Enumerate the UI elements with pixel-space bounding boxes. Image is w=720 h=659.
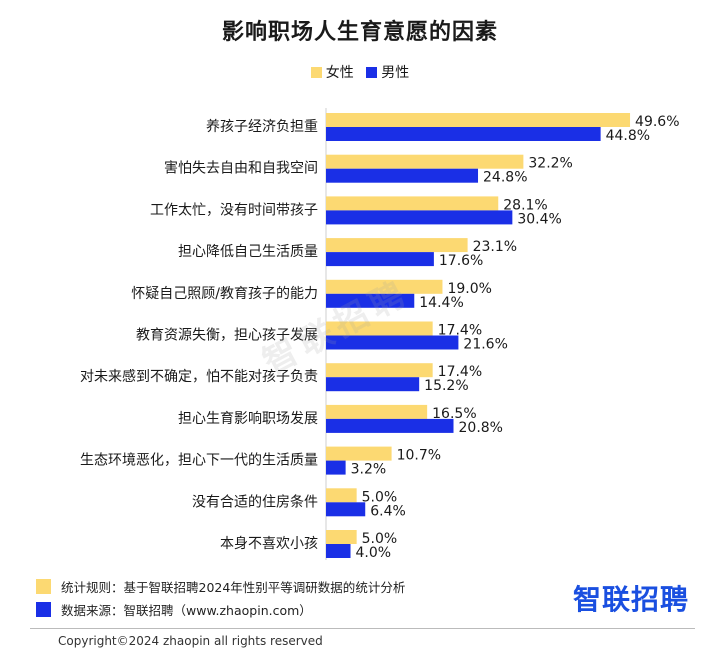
- category-label: 怀疑自己照顾/教育孩子的能力: [131, 286, 318, 302]
- bar-male: [326, 127, 601, 141]
- data-label-female: 19.0%: [447, 281, 491, 297]
- bar-female: [326, 113, 631, 127]
- bar-female: [326, 404, 428, 419]
- data-label-male: 3.2%: [351, 462, 387, 478]
- category-label: 担心生育影响职场发展: [178, 411, 318, 427]
- bar-male: [326, 335, 459, 350]
- bar-male: [326, 544, 351, 558]
- chart-title: 影响职场人生育意愿的因素: [221, 20, 498, 45]
- data-label-female: 28.1%: [503, 197, 547, 213]
- bar-female: [326, 488, 357, 503]
- copyright: Copyright©2024 zhaopin all rights reserv…: [58, 634, 323, 648]
- data-label-female: 10.7%: [397, 448, 441, 464]
- category-label: 养孩子经济负担重: [206, 119, 318, 135]
- bar-female: [326, 196, 499, 211]
- data-label-male: 20.8%: [459, 420, 503, 436]
- category-label: 对未来感到不确定，怕不能对孩子负责: [80, 368, 318, 385]
- bar-male: [326, 502, 366, 517]
- bar-female: [326, 363, 433, 378]
- note-source-text: 数据来源：智联招聘（www.zhaopin.com）: [61, 603, 312, 618]
- category-label: 工作太忙，没有时间带孩子: [150, 202, 318, 218]
- note-rule-text: 统计规则：基于智联招聘2024年性别平等调研数据的统计分析: [61, 580, 406, 595]
- data-label-male: 21.6%: [463, 337, 507, 353]
- category-label: 担心降低自己生活质量: [178, 244, 318, 260]
- legend-swatch-male: [366, 66, 378, 78]
- bar-male: [326, 293, 415, 308]
- bar-female: [326, 321, 433, 336]
- bar-male: [326, 377, 420, 392]
- category-label: 害怕失去自由和自我空间: [164, 161, 318, 177]
- data-label-female: 17.4%: [438, 323, 482, 339]
- note-source: 数据来源：智联招聘（www.zhaopin.com）: [36, 600, 312, 619]
- data-label-female: 49.6%: [635, 114, 679, 130]
- bar-female: [326, 154, 524, 169]
- legend-label-female: 女性: [325, 65, 354, 81]
- divider: [30, 628, 695, 629]
- bar-male: [326, 418, 454, 433]
- bar-female: [326, 238, 468, 253]
- bar-male: [326, 252, 434, 267]
- legend-item-female: 女性: [310, 62, 354, 82]
- bar-chart: 养孩子经济负担重 49.6%44.8% 害怕失去自由和自我空间 32.2%24.8% 工…: [80, 108, 680, 561]
- category-label: 教育资源失衡，担心孩子发展: [136, 328, 318, 344]
- data-label-female: 17.4%: [438, 364, 482, 380]
- data-label-male: 44.8%: [606, 128, 650, 144]
- data-label-male: 30.4%: [517, 211, 561, 227]
- data-label-male: 17.6%: [439, 253, 483, 269]
- legend: 女性 男性: [0, 62, 720, 82]
- note-source-swatch: [36, 602, 51, 617]
- legend-item-male: 男性: [366, 62, 409, 82]
- data-label-female: 16.5%: [432, 406, 476, 422]
- legend-label-male: 男性: [381, 65, 410, 81]
- category-label: 生态环境恶化，担心下一代的生活质量: [80, 453, 318, 469]
- category-label: 没有合适的住房条件: [192, 493, 318, 510]
- data-label-male: 15.2%: [424, 378, 468, 394]
- bar-male: [326, 168, 479, 183]
- bar-male: [326, 460, 346, 475]
- data-label-female: 32.2%: [528, 156, 572, 172]
- data-label-female: 5.0%: [362, 531, 398, 547]
- note-rule-swatch: [36, 579, 51, 594]
- bar-male: [326, 210, 513, 225]
- data-label-female: 23.1%: [473, 239, 517, 255]
- data-label-male: 14.4%: [419, 295, 463, 311]
- bar-female: [326, 279, 443, 294]
- data-label-male: 24.8%: [483, 170, 527, 186]
- category-label: 本身不喜欢小孩: [220, 536, 318, 552]
- bar-female: [326, 446, 392, 461]
- note-rule: 统计规则：基于智联招聘2024年性别平等调研数据的统计分析: [36, 577, 405, 596]
- data-label-female: 5.0%: [362, 489, 398, 505]
- legend-swatch-female: [310, 66, 322, 78]
- brand-logo: 智联招聘: [573, 583, 690, 616]
- data-label-male: 4.0%: [356, 545, 392, 561]
- bar-female: [326, 530, 357, 544]
- data-label-male: 6.4%: [370, 503, 406, 519]
